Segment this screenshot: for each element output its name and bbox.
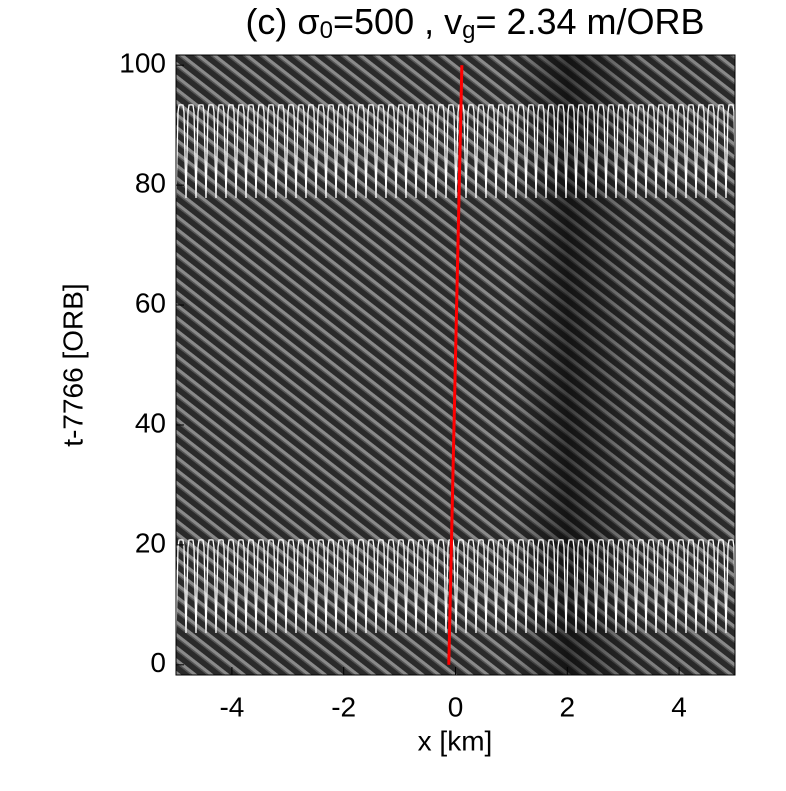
x-tick-label: 4 xyxy=(671,691,687,722)
wave-curve xyxy=(175,539,736,634)
x-tick-label: 0 xyxy=(448,691,464,722)
wave-curve xyxy=(175,104,736,199)
title-text: =500 , v xyxy=(333,1,462,42)
wave-overlay xyxy=(175,104,736,634)
y-tick-label: 0 xyxy=(150,647,166,678)
x-tick-label: 2 xyxy=(560,691,576,722)
y-tick-label: 60 xyxy=(135,287,166,318)
title-subscript: 0 xyxy=(320,17,333,44)
title-text: (c) σ xyxy=(245,1,319,42)
y-tick-label: 100 xyxy=(119,48,166,79)
title-subscript: g xyxy=(462,17,475,44)
y-tick-label: 80 xyxy=(135,168,166,199)
x-axis-label: x [km] xyxy=(418,725,493,756)
y-tick-label: 40 xyxy=(135,407,166,438)
y-axis-label: t-7766 [ORB] xyxy=(57,283,88,446)
series-line xyxy=(447,65,464,665)
x-tick-label: -2 xyxy=(331,691,356,722)
title-text: = 2.34 m/ORB xyxy=(475,1,704,42)
chart-title: (c) σ0=500 , vg= 2.34 m/ORB xyxy=(245,1,704,45)
y-tick-label: 20 xyxy=(135,527,166,558)
x-tick-label: -4 xyxy=(219,691,244,722)
